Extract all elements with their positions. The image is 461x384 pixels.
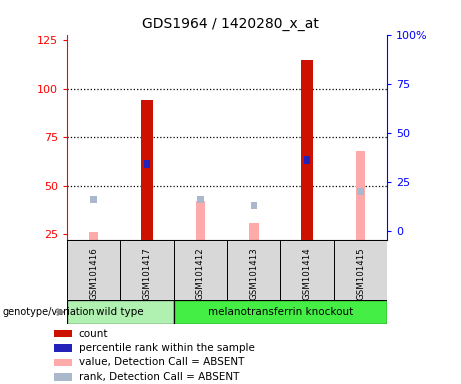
Bar <box>120 240 174 300</box>
Text: melanotransferrin knockout: melanotransferrin knockout <box>208 307 353 317</box>
Bar <box>197 196 204 203</box>
Bar <box>174 240 227 300</box>
Text: genotype/variation: genotype/variation <box>2 307 95 317</box>
Bar <box>334 240 387 300</box>
Text: value, Detection Call = ABSENT: value, Detection Call = ABSENT <box>78 358 244 367</box>
Bar <box>54 359 72 366</box>
Text: GSM101412: GSM101412 <box>196 247 205 300</box>
Bar <box>280 240 334 300</box>
Bar <box>144 160 150 168</box>
Bar <box>141 101 153 240</box>
Bar <box>67 240 120 300</box>
Bar <box>67 300 174 324</box>
Bar <box>304 156 310 164</box>
Text: percentile rank within the sample: percentile rank within the sample <box>78 343 254 353</box>
Bar <box>195 201 205 240</box>
Text: rank, Detection Call = ABSENT: rank, Detection Call = ABSENT <box>78 372 239 382</box>
Bar <box>89 232 98 240</box>
Text: count: count <box>78 329 108 339</box>
Bar <box>54 330 72 338</box>
Text: GSM101414: GSM101414 <box>302 247 312 300</box>
Text: GSM101417: GSM101417 <box>142 247 152 300</box>
Text: wild type: wild type <box>96 307 144 317</box>
Bar <box>249 223 259 240</box>
Text: GSM101416: GSM101416 <box>89 247 98 300</box>
Bar <box>54 373 72 381</box>
Bar <box>174 300 387 324</box>
Bar <box>301 60 313 240</box>
Bar <box>250 202 257 209</box>
Text: GSM101413: GSM101413 <box>249 247 258 300</box>
Bar <box>357 188 364 195</box>
Bar <box>90 196 97 203</box>
Bar <box>356 151 366 240</box>
Bar <box>54 344 72 352</box>
Text: GDS1964 / 1420280_x_at: GDS1964 / 1420280_x_at <box>142 17 319 31</box>
Bar <box>227 240 280 300</box>
Text: GSM101415: GSM101415 <box>356 247 365 300</box>
